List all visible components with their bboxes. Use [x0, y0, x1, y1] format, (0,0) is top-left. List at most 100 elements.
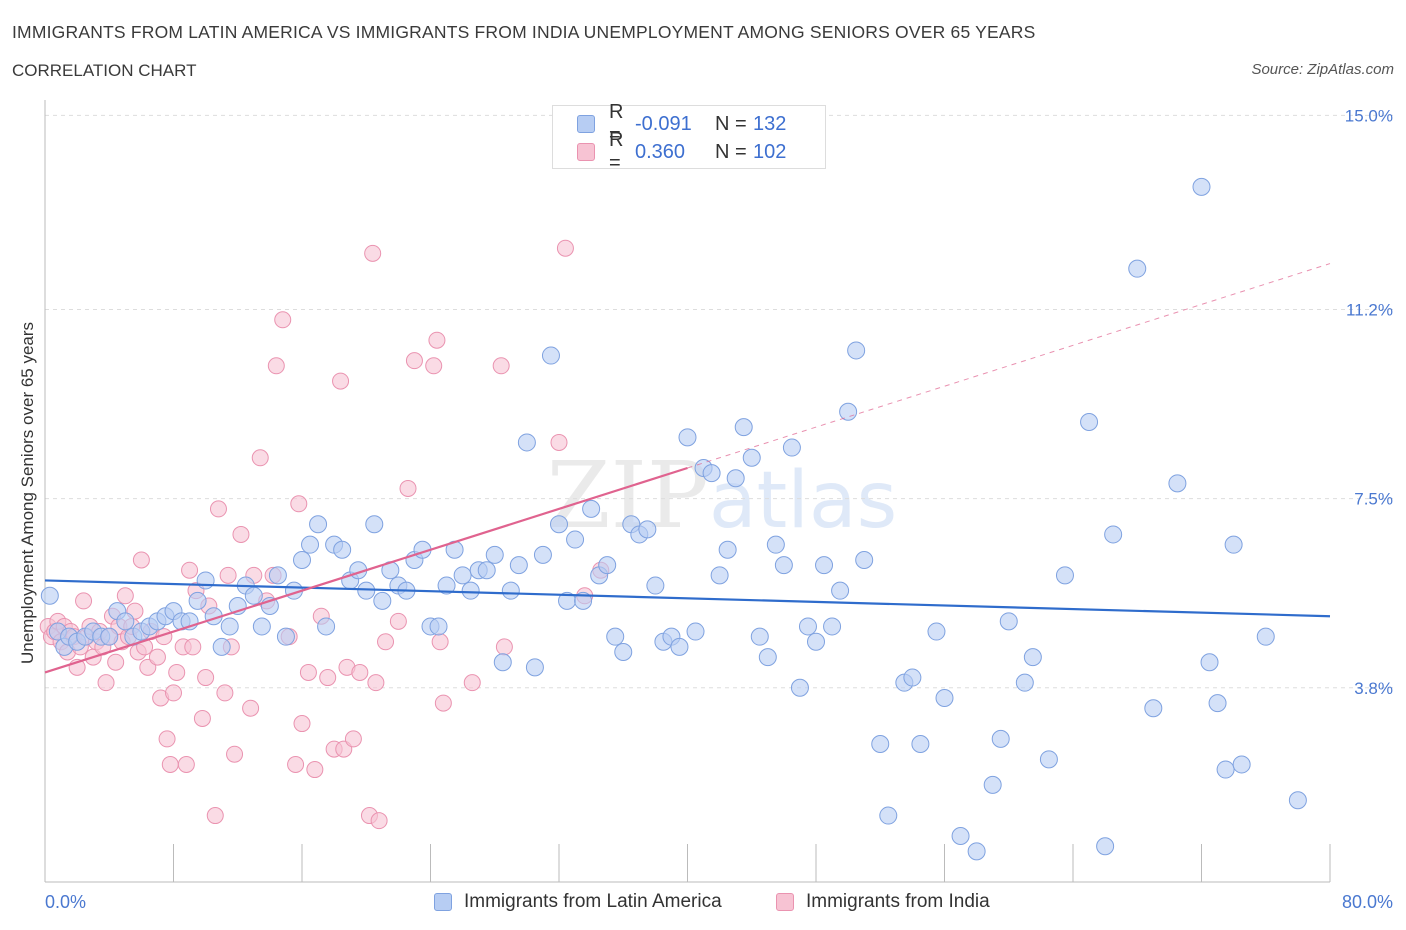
india-point — [492, 357, 510, 375]
latin-america-point — [309, 515, 328, 534]
india-point — [287, 755, 305, 773]
india-point — [267, 357, 285, 375]
latin-america-point — [100, 627, 119, 646]
india-point — [209, 500, 227, 518]
latin-america-point — [782, 438, 801, 457]
india-point — [132, 551, 150, 569]
y-axis-label: Unemployment Among Seniors over 65 years — [18, 321, 37, 665]
india-point — [351, 663, 369, 681]
latin-america-point — [541, 346, 560, 365]
n-label: N = — [715, 140, 747, 163]
india-point — [290, 495, 308, 513]
latin-america-point — [293, 551, 311, 569]
latin-america-point — [879, 806, 898, 825]
latin-america-point — [582, 499, 601, 518]
latin-america-point — [317, 617, 336, 636]
latin-america-point — [847, 341, 866, 360]
india-point — [344, 730, 362, 748]
latin-america-point — [903, 668, 922, 687]
latin-america-point — [357, 581, 376, 600]
latin-america-point — [429, 617, 448, 636]
y-tick-label: 7.5% — [1354, 490, 1393, 509]
y-tick-label: 11.2% — [1346, 301, 1393, 320]
india-point — [367, 674, 385, 692]
latin-america-point — [212, 637, 231, 656]
latin-america-point — [461, 581, 480, 600]
n-label: N = — [715, 112, 747, 135]
india-point — [306, 761, 324, 779]
india-point — [399, 479, 417, 497]
latin-america-point — [991, 729, 1010, 748]
latin-america-point — [815, 556, 834, 575]
latin-america-point — [1200, 653, 1219, 672]
latin-america-point — [477, 561, 496, 580]
latin-america-point — [1288, 791, 1307, 810]
india-point — [97, 674, 115, 692]
latin-america-point — [116, 612, 135, 631]
latin-america-point — [646, 576, 665, 595]
chart-title: IMMIGRANTS FROM LATIN AMERICA VS IMMIGRA… — [12, 22, 1036, 42]
stats-legend: R = -0.091 N = 132 R = 0.360 N = 102 — [552, 101, 826, 174]
y-tick-label: 3.8% — [1354, 679, 1393, 698]
latin-america-point — [1192, 177, 1211, 196]
india-trendline-extension — [687, 263, 1331, 469]
latin-america-point — [493, 653, 512, 672]
india-point — [219, 566, 237, 584]
latin-america-point — [823, 617, 842, 636]
latin-america-point — [220, 617, 239, 636]
latin-america-point — [276, 627, 295, 646]
latin-america-point — [855, 551, 874, 569]
latin-america-point — [927, 622, 946, 641]
india-point — [370, 812, 388, 830]
india-point — [434, 694, 452, 712]
latin-america-point — [550, 515, 568, 534]
india-point — [148, 648, 166, 666]
x-tick-label: 80.0% — [1342, 892, 1393, 912]
latin-america-point — [252, 617, 271, 636]
latin-america-trendline — [44, 579, 1331, 618]
latin-america-point — [758, 648, 777, 667]
latin-america-point — [196, 571, 215, 590]
latin-america-point — [999, 612, 1018, 631]
latin-america-point — [525, 658, 544, 677]
legend-item-india[interactable]: Immigrants from India — [776, 888, 990, 916]
latin-america-point — [871, 735, 890, 753]
latin-america-point — [742, 448, 761, 467]
latin-america-point — [598, 556, 617, 575]
r-label: R = — [609, 129, 624, 174]
latin-america-point — [1128, 259, 1147, 278]
latin-america-point — [1208, 694, 1227, 713]
india-point — [75, 592, 93, 610]
n-value: 102 — [753, 140, 787, 163]
latin-america-point — [1216, 760, 1235, 779]
india-trendline — [44, 466, 688, 674]
india-point — [319, 669, 337, 687]
india-point — [428, 331, 446, 349]
latin-america-point — [935, 689, 954, 707]
y-tick-label: 15.0% — [1345, 106, 1393, 125]
latin-america-point — [501, 581, 520, 600]
india-point — [232, 525, 250, 543]
india-point — [242, 699, 260, 717]
latin-america-point — [734, 418, 753, 437]
latin-america-point — [517, 433, 536, 452]
pink-swatch-icon — [776, 893, 794, 911]
latin-america-point — [1096, 837, 1115, 856]
latin-america-point — [807, 632, 825, 651]
india-point — [332, 372, 350, 390]
india-point — [364, 244, 382, 262]
r-value: -0.091 — [635, 112, 692, 135]
latin-america-point — [365, 515, 384, 534]
latin-america-point — [1224, 535, 1243, 554]
latin-america-point — [951, 827, 970, 845]
latin-america-point — [453, 566, 472, 585]
latin-america-point — [686, 622, 705, 641]
latin-america-point — [1055, 566, 1074, 585]
latin-america-point — [718, 540, 737, 559]
x-tick-label: 0.0% — [45, 892, 86, 912]
n-value: 132 — [753, 112, 787, 135]
india-point — [495, 638, 513, 656]
latin-america-point — [1256, 627, 1275, 646]
legend-item-latin-america[interactable]: Immigrants from Latin America — [434, 888, 722, 916]
